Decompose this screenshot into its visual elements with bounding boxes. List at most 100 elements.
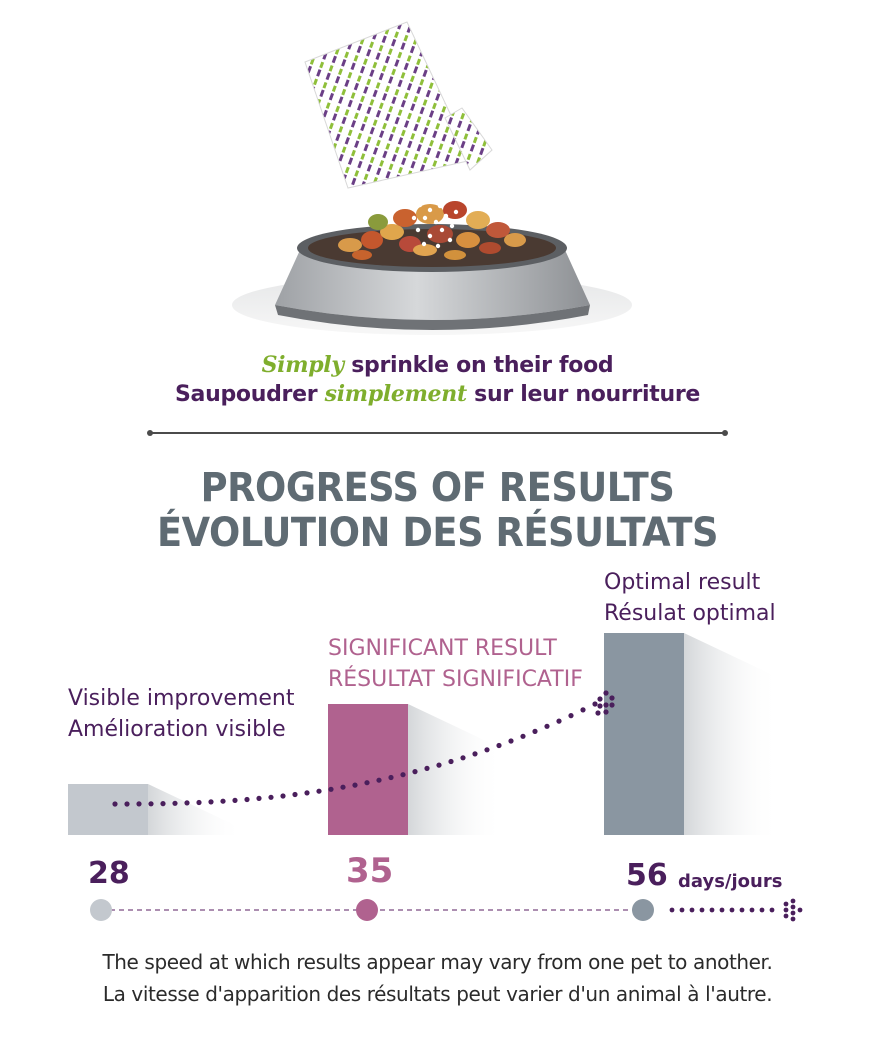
stage-label-fr: RÉSULTAT SIGNIFICATIF [328, 667, 583, 692]
bar-visible-improvement-shadow [148, 784, 243, 835]
day-56: 56 [626, 858, 668, 893]
curve-arrow-dot [603, 709, 609, 715]
tagline-en-rest: sprinkle on their food [343, 353, 614, 378]
curve-dot [412, 769, 418, 775]
timeline-marker-28 [90, 899, 112, 921]
product-illustration [232, 21, 632, 335]
curve-dot [544, 723, 550, 729]
timeline-arrow-dot [709, 907, 715, 913]
curve-dot [364, 780, 370, 786]
bar-optimal-result [604, 633, 684, 835]
progress-bars [68, 633, 779, 835]
kibble-food [338, 201, 526, 260]
curve-dot [496, 742, 502, 749]
curve-dot [208, 799, 214, 805]
tagline-fr-accent: simplement [324, 381, 468, 407]
curve-dot [184, 800, 190, 806]
tagline-fr: Saupoudrer simplement sur leur nourritur… [0, 381, 875, 407]
curve-arrow-dot [597, 696, 603, 702]
section-divider [147, 430, 728, 436]
curve-dot [280, 793, 286, 799]
curve-arrow-dot [603, 702, 609, 708]
day-35: 35 [346, 851, 394, 891]
tagline-fr-start: Saupoudrer [175, 382, 325, 407]
curve-dot [304, 790, 310, 796]
timeline-arrow-dot [679, 907, 685, 913]
curve-dot [196, 799, 202, 806]
curve-dot [436, 762, 442, 768]
timeline-arrow-dot [783, 913, 789, 919]
timeline-arrow-dot [769, 907, 775, 913]
curve-dot [256, 795, 262, 801]
curve-dot [568, 713, 574, 719]
curve-dot [220, 798, 226, 804]
stage-label-fr: Amélioration visible [68, 717, 286, 742]
tagline-en: Simply sprinkle on their food [0, 352, 875, 378]
section-title-fr: ÉVOLUTION DES RÉSULTATS [156, 510, 719, 556]
days-unit: days/jours [678, 871, 783, 892]
curve-dot [232, 797, 238, 803]
curve-dot [352, 782, 358, 788]
supplement-sachet [304, 21, 493, 189]
footnote-fr: La vitesse d'apparition des résultats pe… [102, 982, 773, 1006]
timeline-arrow-dot [783, 907, 789, 913]
curve-dot [424, 765, 430, 771]
timeline-arrow-dot [699, 907, 705, 913]
curve-dot [376, 777, 382, 783]
bar-optimal-result-shadow [684, 633, 779, 835]
curve-dot [244, 796, 250, 803]
tagline-en-accent: Simply [261, 352, 345, 378]
curve-arrow-dot [609, 695, 615, 701]
stage-label-en: Optimal result [604, 570, 761, 595]
timeline-arrow-dot [669, 907, 675, 913]
timeline-arrow-dot [797, 907, 803, 913]
bar-visible-improvement [68, 784, 148, 835]
timeline-arrow-dot [790, 898, 796, 904]
timeline-arrow-dot [790, 904, 796, 910]
timeline-arrow-dot [739, 907, 745, 913]
timeline-arrow [669, 898, 803, 922]
day-28: 28 [88, 856, 130, 891]
curve-dot [172, 800, 178, 806]
curve-dot [112, 801, 118, 807]
curve-dot [400, 772, 406, 778]
curve-dot [508, 738, 514, 744]
stage-label-en: SIGNIFICANT RESULT [328, 636, 557, 661]
curve-dot [136, 801, 142, 807]
curve-arrow-dot [595, 710, 601, 716]
curve-arrow-dot [609, 702, 615, 708]
tagline-fr-rest: sur leur nourriture [466, 382, 700, 407]
timeline-arrow-dot [749, 907, 755, 913]
progress-curve [112, 690, 615, 807]
timeline-marker-56 [632, 899, 654, 921]
timeline-arrow-dot [759, 907, 765, 913]
stage-label-fr: Résulat optimal [604, 601, 776, 626]
curve-dot [580, 707, 586, 713]
curve-dot [268, 794, 274, 800]
stage-label-optimal: Optimal result Résulat optimal [604, 567, 776, 629]
curve-dot [592, 701, 598, 707]
curve-dot [532, 728, 538, 734]
bar-significant-result [328, 704, 408, 835]
curve-dot [448, 758, 454, 765]
timeline-marker-35 [356, 899, 378, 921]
curve-dot [292, 791, 298, 798]
timeline-arrow-dot [790, 916, 796, 922]
curve-arrow-dot [597, 703, 603, 709]
curve-dot [484, 747, 490, 753]
curve-arrow-dot [603, 690, 609, 696]
curve-dot [316, 788, 322, 794]
footnote-en: The speed at which results appear may va… [102, 950, 773, 974]
curve-dot [328, 786, 334, 792]
curve-dot [148, 801, 154, 807]
timeline-arrow-dot [783, 901, 789, 907]
curve-dot [160, 801, 166, 807]
timeline-arrow-dot [719, 907, 725, 913]
timeline-arrow-dot [790, 910, 796, 916]
curve-dot [460, 755, 466, 761]
curve-dot [556, 718, 562, 724]
timeline-arrow-dot [729, 907, 735, 913]
stage-label-visible: Visible improvement Amélioration visible [68, 683, 294, 745]
bar-significant-result-shadow [408, 704, 503, 835]
curve-dot [388, 774, 394, 781]
